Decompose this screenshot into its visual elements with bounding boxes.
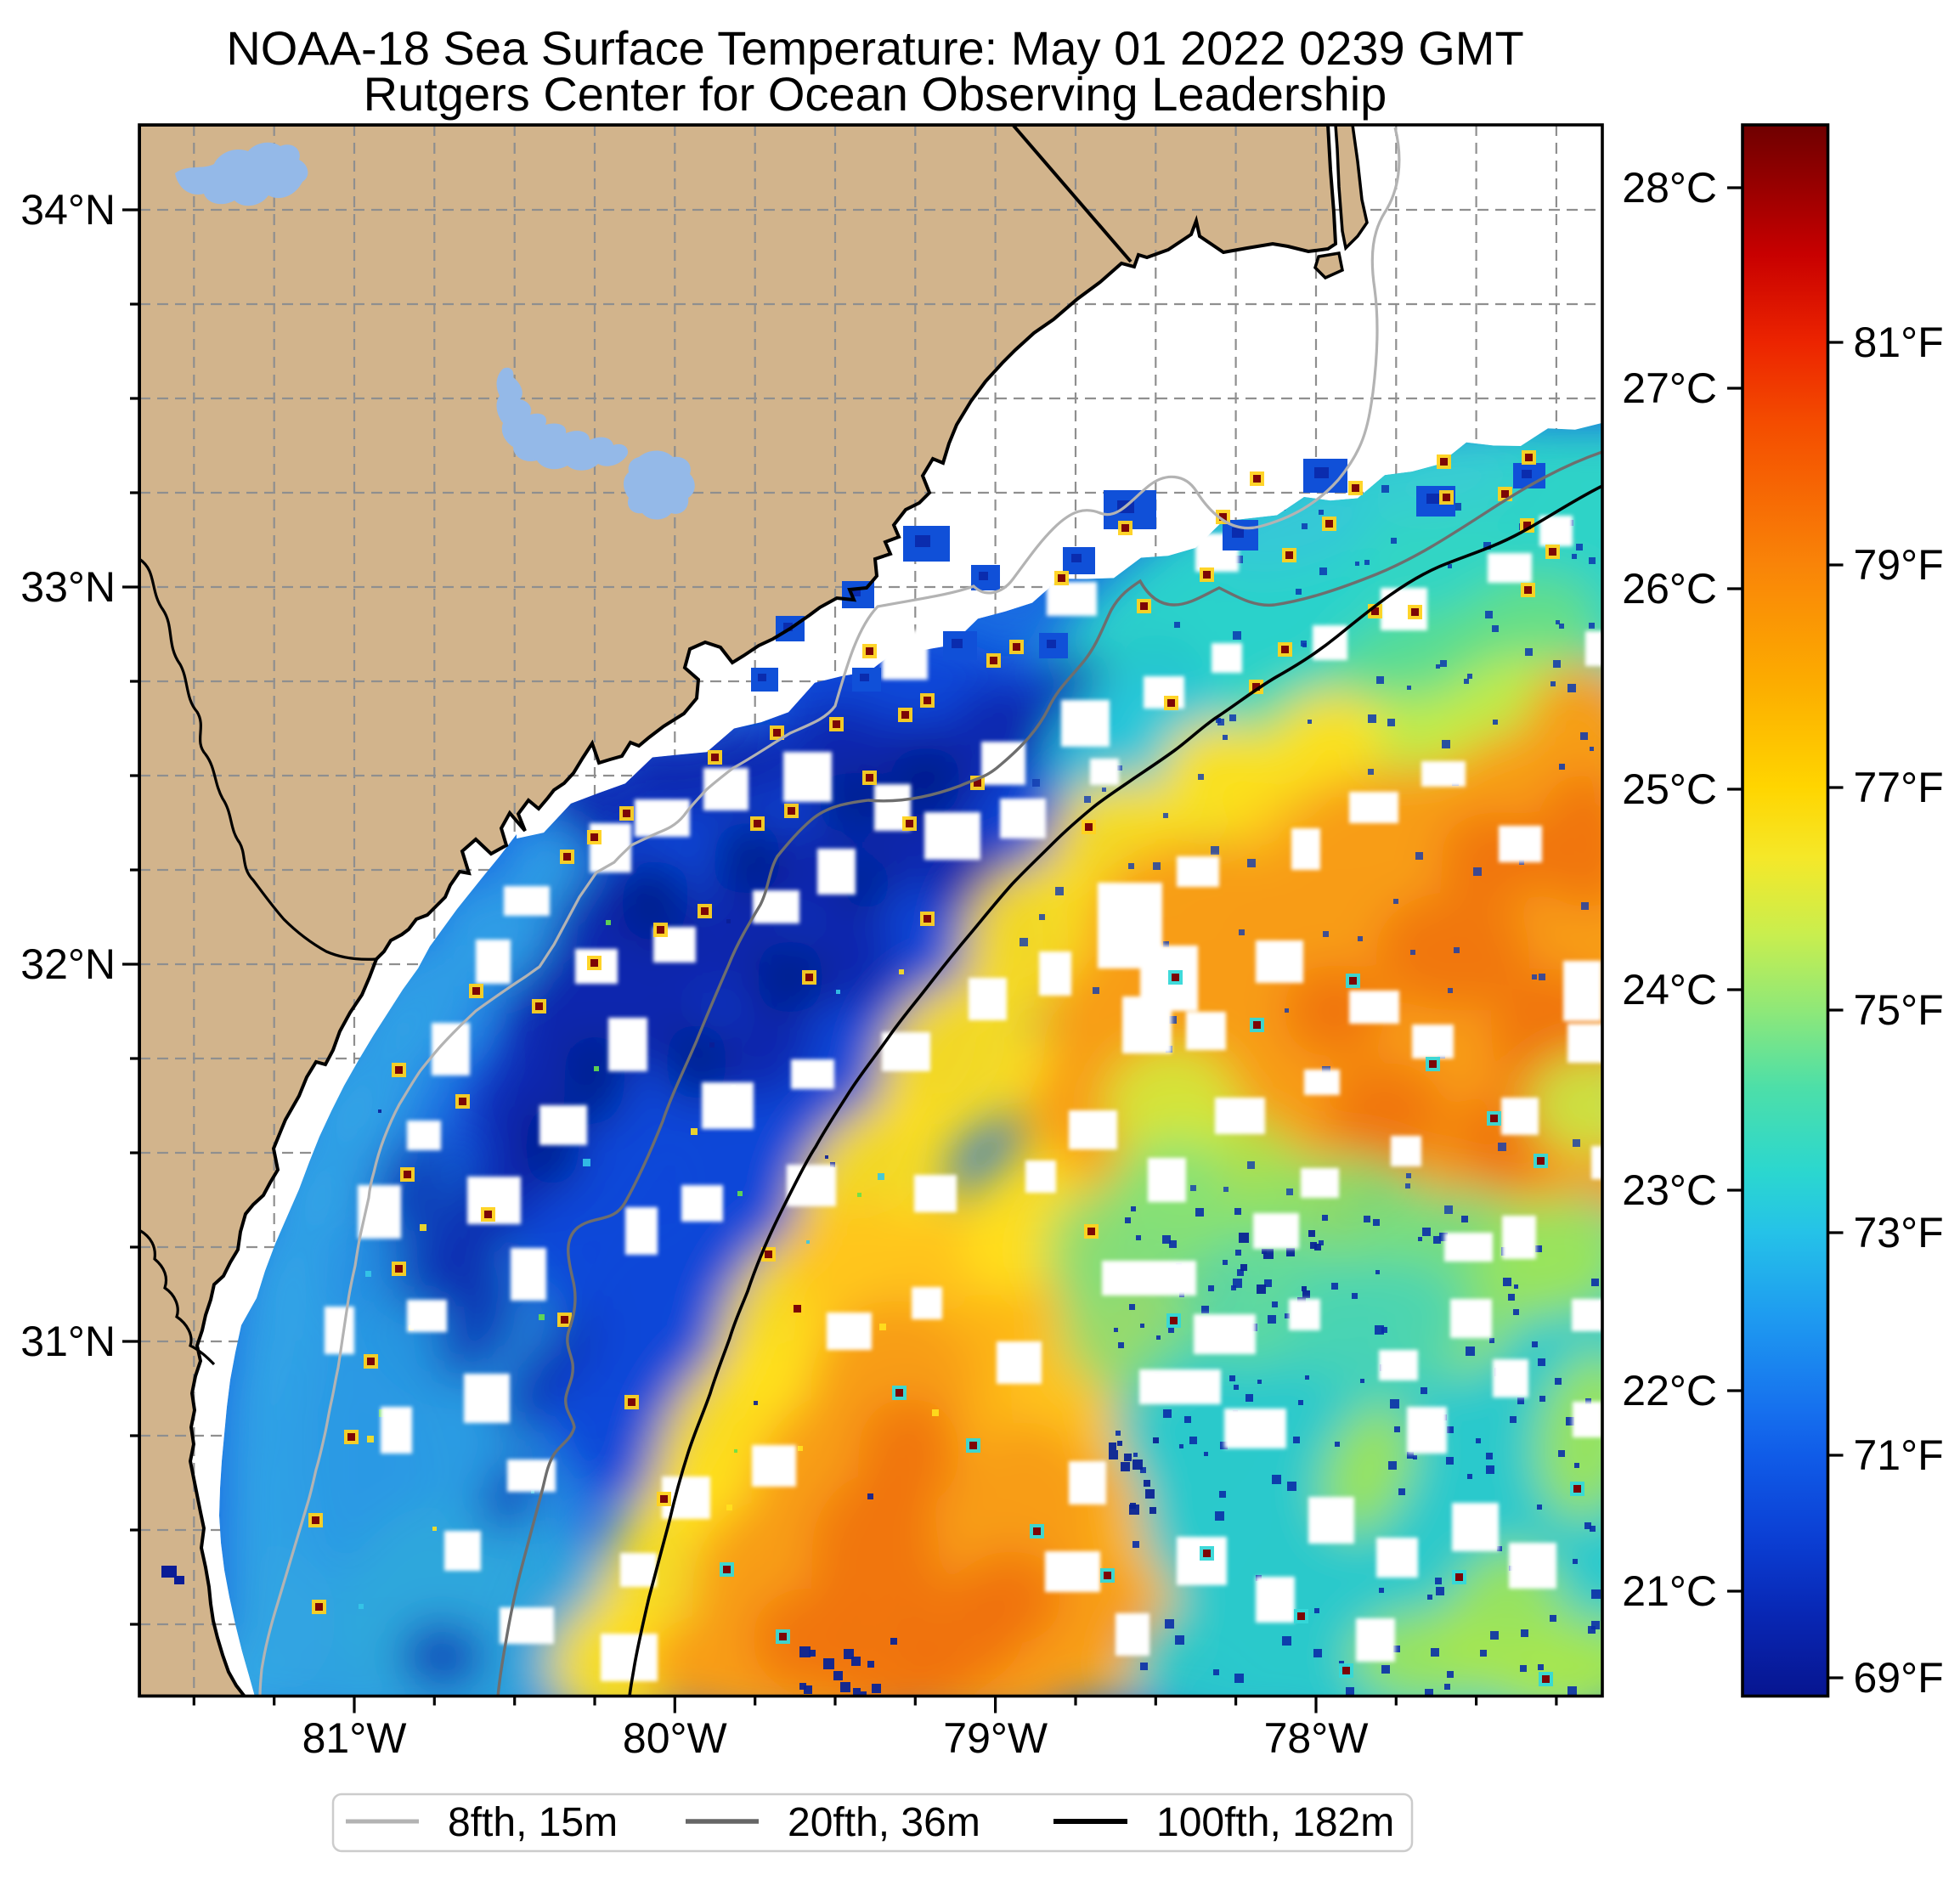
svg-text:69°F: 69°F <box>1854 1654 1944 1702</box>
svg-text:31°N: 31°N <box>20 1318 116 1365</box>
svg-text:Rutgers Center for Ocean Obser: Rutgers Center for Ocean Observing Leade… <box>364 67 1387 121</box>
svg-text:79°W: 79°W <box>943 1714 1048 1762</box>
svg-text:34°N: 34°N <box>20 186 116 234</box>
svg-text:20fth, 36m: 20fth, 36m <box>788 1800 980 1845</box>
svg-text:27°C: 27°C <box>1622 364 1717 412</box>
svg-text:8fth, 15m: 8fth, 15m <box>448 1800 618 1845</box>
svg-text:75°F: 75°F <box>1854 986 1944 1034</box>
svg-text:NOAA-18 Sea Surface Temperatur: NOAA-18 Sea Surface Temperature: May 01 … <box>226 21 1523 75</box>
svg-text:81°F: 81°F <box>1854 319 1944 366</box>
svg-text:26°C: 26°C <box>1622 565 1717 613</box>
svg-text:78°W: 78°W <box>1264 1714 1370 1762</box>
svg-text:33°N: 33°N <box>20 563 116 611</box>
svg-text:81°W: 81°W <box>302 1714 408 1762</box>
svg-text:79°F: 79°F <box>1854 541 1944 589</box>
svg-text:71°F: 71°F <box>1854 1431 1944 1479</box>
svg-text:28°C: 28°C <box>1622 164 1717 212</box>
svg-text:32°N: 32°N <box>20 940 116 988</box>
svg-text:77°F: 77°F <box>1854 764 1944 811</box>
svg-text:80°W: 80°W <box>623 1714 728 1762</box>
svg-text:25°C: 25°C <box>1622 765 1717 813</box>
svg-text:73°F: 73°F <box>1854 1209 1944 1256</box>
svg-text:21°C: 21°C <box>1622 1567 1717 1615</box>
svg-text:22°C: 22°C <box>1622 1367 1717 1414</box>
svg-text:23°C: 23°C <box>1622 1166 1717 1214</box>
svg-text:24°C: 24°C <box>1622 966 1717 1013</box>
svg-text:100fth, 182m: 100fth, 182m <box>1156 1800 1394 1845</box>
